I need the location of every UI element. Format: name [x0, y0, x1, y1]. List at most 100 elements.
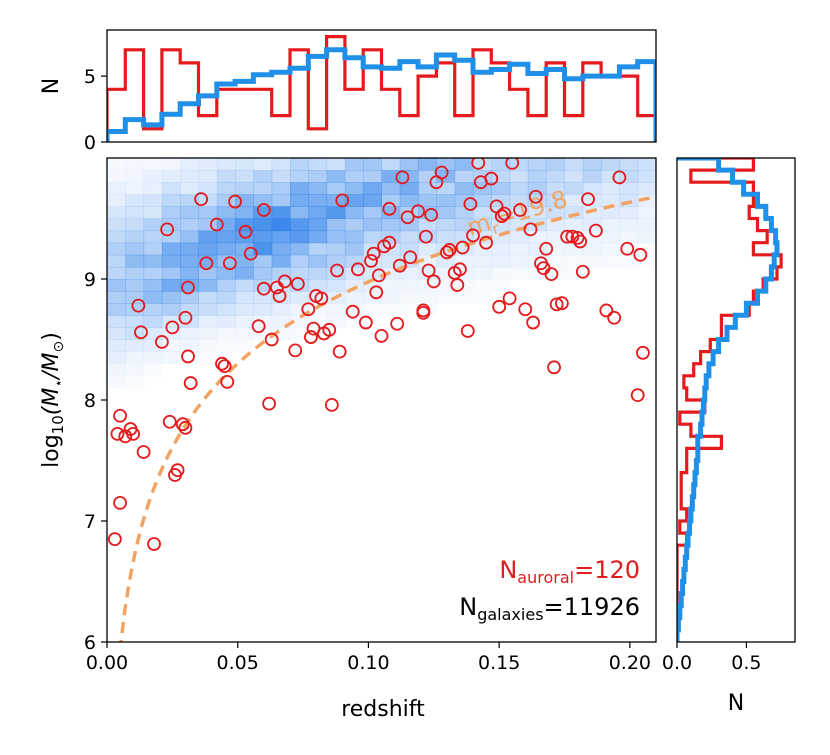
heatmap-cell [125, 218, 145, 232]
magnitude-limit-curve [119, 194, 656, 642]
heatmap-cell [308, 254, 328, 268]
heatmap-cell [308, 218, 328, 232]
heatmap-cell [198, 279, 218, 292]
auroral-point [439, 245, 454, 260]
heatmap-cell [216, 291, 236, 304]
heatmap-cell [198, 170, 218, 183]
heatmap-cell [198, 339, 218, 353]
heatmap-cell [546, 230, 565, 244]
heatmap-cell [381, 182, 401, 195]
heatmap-cell [344, 158, 364, 171]
y-label-end: ) [39, 332, 64, 341]
heatmap-cell [143, 242, 163, 256]
y-axis-label: log10(M⋆/M⊙) [39, 332, 67, 468]
heatmap-cell [619, 182, 639, 195]
heatmap-cell [216, 303, 236, 316]
y-label-sub: 10 [49, 415, 67, 434]
heatmap-cell [454, 158, 474, 171]
heatmap-cell [216, 242, 236, 256]
heatmap-cell [198, 230, 218, 244]
heatmap-cell [180, 254, 199, 268]
heatmap-cell [161, 170, 181, 183]
heatmap-cell [399, 182, 419, 195]
heatmap-cell [107, 327, 126, 340]
auroral-point [455, 240, 470, 255]
heatmap-cell [143, 194, 163, 207]
heatmap-cell [399, 158, 419, 171]
auroral-point [175, 417, 190, 432]
heatmap-cell [143, 182, 163, 195]
galaxies-prefix: N [459, 593, 477, 621]
heatmap-cell [216, 182, 236, 195]
top-histogram-panel: 05 N [39, 29, 657, 154]
heatmap-cell [107, 170, 126, 183]
heatmap-cell [216, 279, 236, 292]
auroral-point [332, 344, 347, 359]
heatmap-cell [180, 327, 199, 340]
auroral-point [314, 291, 329, 306]
auroral-point [547, 360, 561, 375]
heatmap-cell [473, 266, 492, 280]
heatmap-cell [454, 254, 474, 268]
heatmap-cell [418, 194, 437, 207]
auroral-point [366, 246, 381, 261]
heatmap-cell [308, 158, 328, 171]
auroral-point [181, 280, 195, 295]
heatmap-cell [454, 170, 474, 183]
heatmap-cell [363, 194, 382, 207]
heatmap-cell [235, 291, 254, 304]
heatmap-cell [308, 279, 328, 292]
heatmap-cell [107, 375, 126, 389]
right-hist-galaxies [677, 158, 780, 642]
heatmap-cell [143, 303, 163, 316]
heatmap-cell [253, 194, 273, 207]
heatmap-cell [198, 315, 218, 328]
heatmap-cell [235, 170, 254, 183]
heatmap-cell [235, 279, 254, 292]
heatmap-cell [473, 242, 492, 256]
auroral-point [471, 158, 486, 170]
auroral-prefix: N [499, 556, 517, 584]
heatmap-cell [290, 315, 309, 328]
auroral-point [636, 345, 650, 360]
heatmap-cell [271, 206, 291, 219]
auroral-point [460, 324, 475, 338]
heatmap-cell [198, 327, 218, 340]
heatmap-cell [399, 291, 419, 304]
heatmap-cell [216, 230, 236, 244]
heatmap-cell [637, 218, 656, 232]
heatmap-cell [509, 242, 529, 256]
heatmap-cell [363, 206, 382, 219]
heatmap-cell [601, 230, 620, 244]
heatmap-cell [509, 254, 529, 268]
y-tick-label: 8 [84, 390, 96, 412]
auroral-point [256, 203, 271, 217]
heatmap-cell [125, 376, 144, 389]
top-y-label: N [39, 78, 64, 94]
heatmap-cell [143, 230, 163, 244]
auroral-point [599, 303, 614, 318]
heatmap-cell [344, 170, 364, 183]
heatmap-cell [546, 254, 565, 268]
heatmap-cell [235, 242, 254, 256]
heatmap-cell [143, 158, 163, 171]
auroral-point [364, 253, 378, 268]
heatmap-cell [290, 254, 309, 268]
heatmap-cell [637, 158, 656, 171]
heatmap-cell [582, 158, 602, 171]
auroral-point [581, 192, 595, 207]
auroral-point [419, 229, 433, 244]
heatmap-cell [198, 303, 218, 316]
heatmap-cell [344, 242, 364, 256]
heatmap-cell [235, 303, 254, 316]
heatmap-cell [637, 194, 656, 207]
heatmap-cell [107, 206, 126, 219]
auroral-point [324, 397, 339, 412]
heatmap-cell [509, 158, 529, 171]
x-tick-label: 0.00 [86, 652, 128, 674]
auroral-point [526, 315, 541, 330]
heatmap-cell [326, 315, 346, 328]
heatmap-cell [216, 315, 236, 328]
heatmap-cell [235, 206, 254, 219]
heatmap-cell [381, 218, 401, 232]
